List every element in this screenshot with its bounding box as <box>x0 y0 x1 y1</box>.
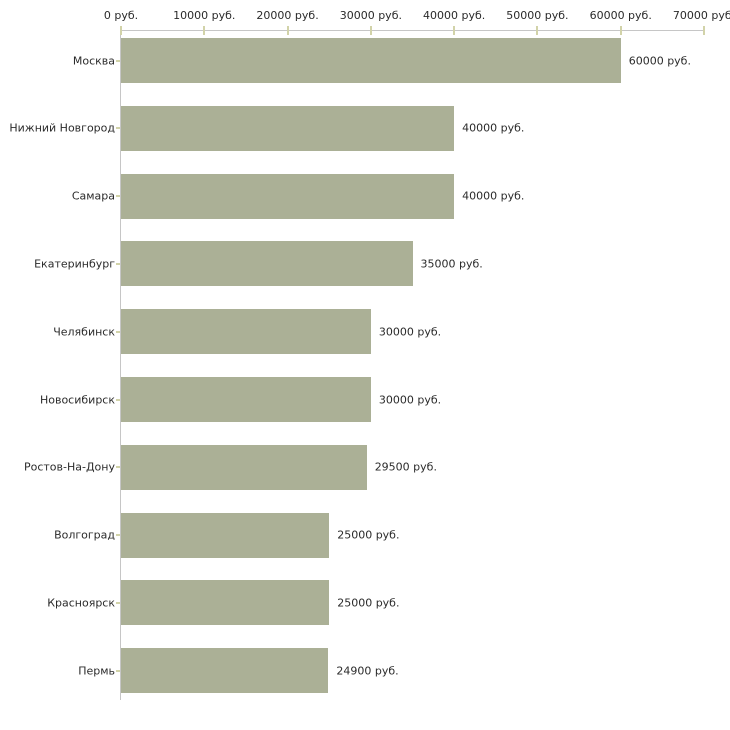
value-label: 30000 руб. <box>378 325 442 339</box>
category-tick <box>116 330 120 333</box>
category-tick <box>116 398 120 401</box>
x-tick-mark <box>120 26 122 35</box>
value-label: 25000 руб. <box>337 528 400 542</box>
x-axis: 0 руб. 10000 руб. 20000 руб. 30000 руб. 4000… <box>0 0 730 26</box>
x-tick-label: 50000 руб. <box>506 9 569 22</box>
value-label: 40000 руб. <box>462 121 525 135</box>
bar <box>121 105 455 151</box>
value-label: 24900 руб. <box>336 664 399 678</box>
x-tick-mark <box>369 26 372 35</box>
bar-row: Ростов-На-Дону 29500 руб. <box>24 444 704 490</box>
x-tick-mark <box>703 26 705 35</box>
category-tick <box>116 262 120 265</box>
x-axis-line <box>120 30 704 31</box>
category-label: Пермь <box>78 664 115 678</box>
bar-row: Москва 60000 руб. <box>73 38 704 83</box>
bar <box>121 241 413 287</box>
value-label: 25000 руб. <box>337 596 400 610</box>
x-tick-label: 30000 руб. <box>339 9 402 22</box>
x-tick-label: 40000 руб. <box>423 9 486 22</box>
category-label: Москва <box>72 54 115 67</box>
bar <box>121 580 330 626</box>
category-tick <box>116 127 120 130</box>
category-label: Волгоград <box>54 528 115 542</box>
bar <box>121 173 455 219</box>
x-tick-label: 70000 руб. <box>672 9 730 22</box>
y-axis-line <box>120 30 121 700</box>
x-tick-mark <box>536 26 539 35</box>
value-label: 29500 руб. <box>374 460 437 474</box>
x-tick-label: 20000 руб. <box>256 9 319 22</box>
x-tick-mark <box>619 26 622 35</box>
category-tick <box>116 59 120 62</box>
bar <box>121 512 330 558</box>
x-tick-mark <box>286 26 289 35</box>
category-tick <box>116 466 120 469</box>
category-label: Челябинск <box>53 325 115 339</box>
bar-row: Волгоград 25000 руб. <box>54 512 704 558</box>
category-label: Ростов-На-Дону <box>23 460 115 474</box>
x-tick-label: 10000 руб. <box>173 9 236 22</box>
bar-row: Нижний Новгород 40000 руб. <box>9 105 704 151</box>
x-tick-label: 0 руб. <box>103 9 139 22</box>
value-label: 35000 руб. <box>420 257 483 271</box>
category-tick <box>116 669 120 672</box>
category-label: Новосибирск <box>39 393 115 406</box>
category-label: Самара <box>71 189 115 203</box>
bar-row: Пермь 24900 руб. <box>78 648 704 694</box>
plot-area: Москва 60000 руб. Нижний Новгород 40000 руб… <box>9 26 705 700</box>
value-label: 60000 руб. <box>628 54 691 67</box>
category-tick <box>116 195 120 198</box>
bar <box>121 648 329 694</box>
bar-row: Екатеринбург 35000 руб. <box>34 241 704 287</box>
bar <box>121 38 621 83</box>
bar <box>121 444 367 490</box>
bar-row: Красноярск 25000 руб. <box>47 580 704 626</box>
x-tick-mark <box>453 26 456 35</box>
bar-row: Самара 40000 руб. <box>72 173 704 219</box>
x-tick-mark <box>203 26 206 35</box>
category-label: Екатеринбург <box>34 257 115 271</box>
bar <box>121 309 371 355</box>
bar-row: Челябинск 30000 руб. <box>53 309 704 355</box>
value-label: 40000 руб. <box>462 189 525 203</box>
bar <box>121 377 371 422</box>
category-tick <box>116 601 120 604</box>
bar-row: Новосибирск 30000 руб. <box>40 377 704 422</box>
category-label: Красноярск <box>47 596 115 610</box>
value-label: 30000 руб. <box>378 393 442 406</box>
x-tick-label: 60000 руб. <box>589 9 652 22</box>
category-tick <box>116 534 120 537</box>
category-label: Нижний Новгород <box>9 121 115 135</box>
